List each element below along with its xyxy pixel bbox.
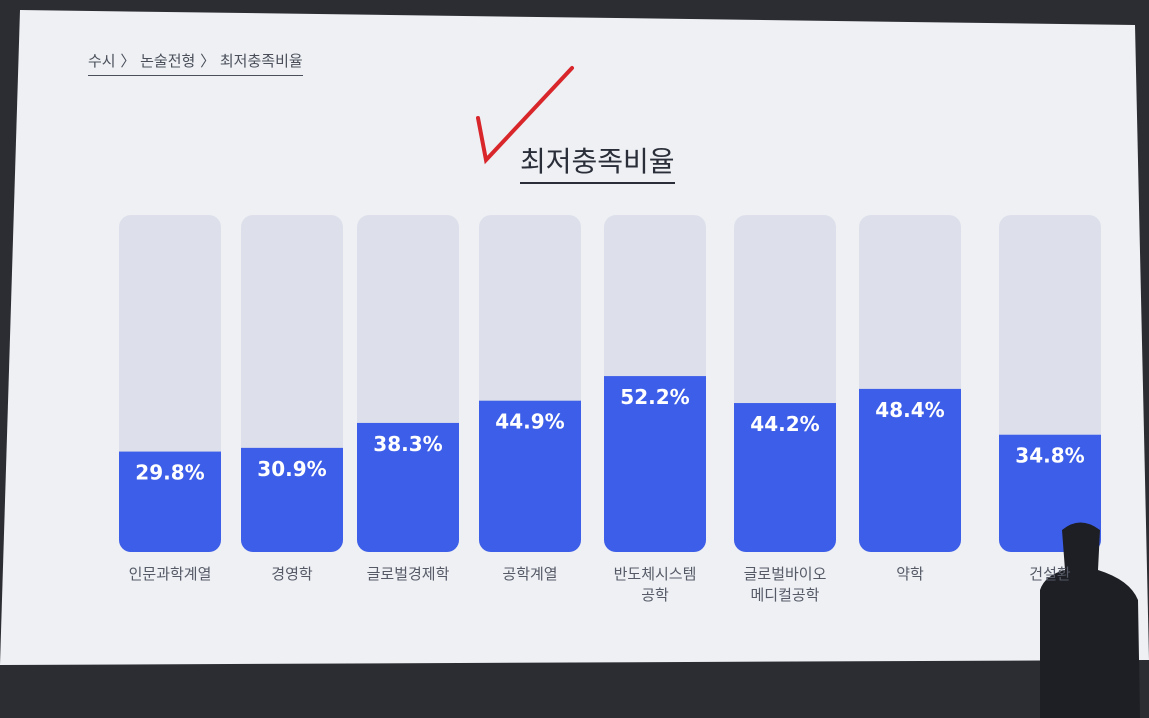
bar — [357, 422, 459, 552]
check-mark — [476, 66, 574, 165]
breadcrumb: 수시 〉 논술전형 〉 최저충족비율 — [88, 50, 303, 76]
value-label: 48.4% — [875, 398, 944, 422]
value-label: 38.3% — [373, 432, 442, 456]
category-label: 글로벌바이오 메디컬공학 — [743, 565, 827, 604]
value-label: 44.9% — [495, 410, 564, 434]
category-label: 글로벌경제학 — [366, 565, 450, 583]
category-label: 건설환 — [1029, 565, 1071, 583]
bar — [119, 451, 221, 552]
bar — [859, 388, 961, 552]
presenter — [1040, 522, 1140, 718]
bar — [604, 376, 706, 552]
bar — [734, 403, 836, 552]
value-label: 34.8% — [1015, 444, 1084, 468]
value-label: 52.2% — [620, 385, 689, 409]
value-label: 30.9% — [257, 457, 326, 481]
value-label: 44.2% — [750, 412, 819, 436]
bar — [241, 447, 343, 552]
bar — [479, 400, 581, 552]
category-label: 인문과학계열 — [128, 565, 212, 583]
value-label: 29.8% — [135, 461, 204, 485]
category-label: 경영학 — [271, 565, 313, 583]
bars: 29.8% 30.9% 38.3% 44.9% 52.2% 44.2% 48.4% 34.8% — [119, 215, 1101, 552]
category-label: 약학 — [896, 565, 924, 583]
category-label: 반도체시스템 공학 — [613, 565, 697, 604]
category-label: 공학계열 — [502, 565, 558, 583]
chart-title: 최저충족비율 — [520, 140, 675, 184]
